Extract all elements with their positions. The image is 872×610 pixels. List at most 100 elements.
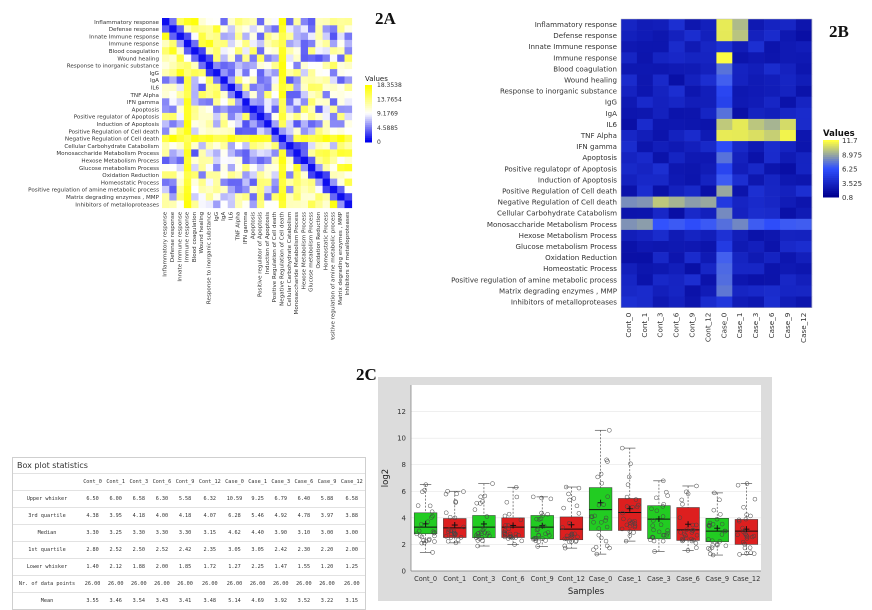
- data-point: [714, 542, 720, 547]
- heatmap-b-cell: [795, 141, 813, 153]
- heatmap-a-cell: [337, 39, 345, 48]
- table-cell: 1.88: [127, 558, 151, 576]
- heatmap-a-cell: [183, 32, 192, 41]
- legend-a-swatch: [365, 132, 372, 135]
- heatmap-b-cell: [732, 274, 749, 286]
- heatmap-a-cell: [293, 149, 301, 157]
- data-point: [445, 539, 451, 544]
- data-point: [423, 482, 429, 487]
- heatmap-b-cell: [636, 152, 654, 164]
- data-point: [518, 517, 524, 523]
- heatmap-a-cell: [227, 18, 236, 26]
- table-cell: 3.15: [196, 524, 223, 542]
- heatmap-b-row-label: Innate Immune response: [528, 42, 617, 51]
- data-point: [694, 483, 699, 489]
- heatmap-a-row-label: Immune response: [109, 42, 160, 48]
- heatmap-a-cell: [300, 164, 309, 172]
- heatmap-a-cell: [235, 98, 243, 106]
- heatmap-b-cell: [764, 63, 781, 75]
- heatmap-b-cell: [795, 207, 813, 220]
- heatmap-a-cell: [191, 61, 199, 70]
- data-point: [601, 502, 606, 507]
- data-point: [682, 531, 687, 537]
- heatmap-a-cell: [256, 120, 265, 128]
- x-tick-label: Case_6: [676, 575, 700, 583]
- heatmap-a-cell: [300, 178, 309, 187]
- heatmap-a-cell: [242, 193, 250, 201]
- data-point: [547, 533, 552, 538]
- data-point: [690, 528, 695, 533]
- heatmap-b-cell: [621, 141, 638, 153]
- table-cell: 1.55: [292, 558, 316, 576]
- table-cell: 6.40: [292, 490, 316, 508]
- heatmap-a-cell: [300, 142, 309, 150]
- table-cell: 4.78: [292, 507, 316, 525]
- heatmap-a-cell: [329, 185, 338, 194]
- data-point: [710, 542, 715, 548]
- heatmap-b-cell: [700, 163, 717, 175]
- heatmap-b-cell: [700, 196, 717, 208]
- box: [647, 505, 671, 540]
- heatmap-b-cell: [621, 63, 638, 75]
- legend-a-swatch: [365, 111, 372, 114]
- heatmap-b-cell: [621, 30, 638, 42]
- heatmap-a-cell: [213, 193, 221, 201]
- y-tick-label: 2: [402, 541, 406, 549]
- heatmap-b-cell: [700, 19, 717, 31]
- heatmap-a-cell: [220, 127, 228, 136]
- heatmap-a-cell: [329, 134, 338, 143]
- heatmap-a-cell: [329, 54, 338, 63]
- legend-b-swatch: [823, 179, 839, 183]
- data-point: [607, 428, 612, 433]
- data-point: [689, 536, 694, 542]
- heatmap-a-cell: [162, 193, 170, 201]
- heatmap-a-cell: [264, 98, 272, 106]
- data-point: [425, 519, 431, 524]
- heatmap-a-cell: [337, 112, 345, 121]
- table-cell: 26.00: [81, 575, 105, 593]
- heatmap-a-cell: [169, 39, 177, 48]
- heatmap-a-cell: [162, 98, 170, 106]
- heatmap-a-cell: [162, 178, 170, 187]
- heatmap-a-cell: [162, 54, 170, 63]
- heatmap-b-cell: [700, 118, 717, 131]
- heatmap-a-col-label: Immune response: [185, 211, 191, 262]
- heatmap-a-cell: [256, 149, 265, 157]
- heatmap-b-cell: [716, 252, 733, 264]
- heatmap-a-cell: [278, 127, 287, 136]
- heatmap-a-cell: [235, 32, 243, 41]
- data-point: [717, 497, 722, 503]
- heatmap-a-cell: [220, 185, 228, 194]
- heatmap-b-cell: [732, 19, 749, 31]
- data-point: [543, 531, 548, 537]
- y-tick-label: 4: [402, 514, 407, 522]
- heatmap-a-cell: [329, 76, 338, 84]
- heatmap-a-cell: [235, 83, 243, 92]
- y-tick-label: 10: [397, 435, 406, 443]
- data-point: [723, 543, 729, 548]
- heatmap-a-cell: [235, 164, 243, 172]
- heatmap-b-cell: [764, 152, 781, 164]
- heatmap-a-row-label: IL6: [151, 86, 160, 92]
- heatmap-a-cell: [293, 164, 301, 172]
- heatmap-b-cell: [716, 285, 733, 297]
- heatmap-a-cell: [256, 76, 265, 84]
- heatmap-a-cell: [198, 91, 207, 99]
- heatmap-b-cell: [621, 296, 638, 308]
- heatmap-b-cell: [684, 185, 701, 197]
- heatmap-a-cell: [227, 83, 236, 92]
- data-point: [443, 533, 449, 539]
- heatmap-a-cell: [183, 171, 192, 179]
- data-point: [660, 514, 666, 519]
- heatmap-a-cell: [198, 149, 207, 157]
- heatmap-b-cell: [795, 163, 813, 175]
- data-point: [569, 539, 574, 544]
- heatmap-b-cell: [668, 96, 685, 109]
- table-cell: 26.00: [196, 575, 223, 593]
- heatmap-a-cell: [176, 171, 185, 179]
- heatmap-b-cell: [621, 152, 638, 164]
- heatmap-a-cell: [227, 69, 236, 77]
- heatmap-a-col-label: Positive Regulation of Cell death: [272, 211, 278, 302]
- data-point: [630, 519, 635, 525]
- heatmap-a-row-label: Homeostatic Process: [101, 180, 159, 186]
